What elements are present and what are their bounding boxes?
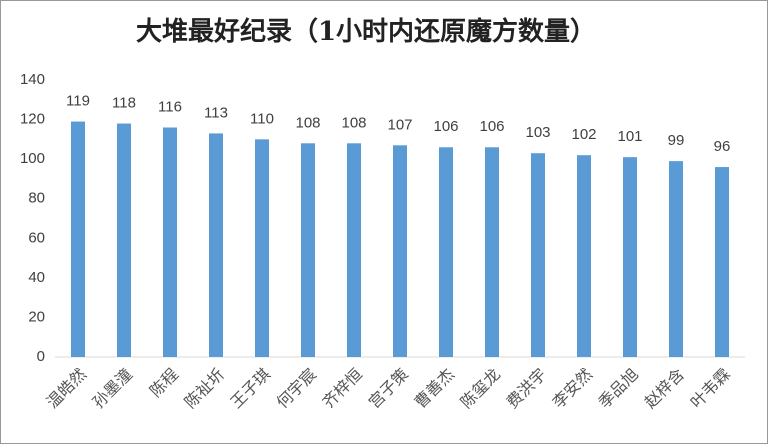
data-label: 110: [250, 110, 274, 127]
data-label: 108: [341, 114, 366, 131]
data-label: 108: [295, 114, 320, 131]
data-label: 99: [668, 132, 685, 149]
y-tick-label: 60: [28, 229, 45, 246]
y-tick-label: 20: [28, 308, 45, 325]
bar: [301, 143, 315, 357]
bar: [577, 155, 591, 357]
data-label: 101: [617, 128, 642, 145]
bar: [255, 139, 269, 357]
data-label: 113: [204, 104, 228, 121]
y-tick-label: 80: [28, 190, 45, 207]
y-tick-label: 0: [37, 348, 45, 365]
bar: [439, 147, 453, 357]
y-tick-label: 120: [20, 111, 45, 128]
data-label: 116: [158, 98, 182, 115]
bar: [163, 127, 177, 357]
y-tick-label: 100: [20, 150, 45, 167]
bar: [393, 145, 407, 357]
data-label: 106: [479, 118, 504, 135]
data-label: 102: [571, 126, 596, 143]
bar: [531, 153, 545, 357]
bar: [347, 143, 361, 357]
bar: [623, 157, 637, 357]
y-tick-label: 140: [20, 71, 45, 88]
y-tick-label: 40: [28, 269, 45, 286]
data-label: 119: [66, 93, 90, 110]
bar: [71, 121, 85, 357]
data-label: 107: [387, 116, 412, 133]
data-label: 103: [525, 124, 550, 141]
bar: [669, 161, 683, 357]
bar: [209, 133, 223, 357]
data-label: 118: [112, 94, 136, 111]
bar: [485, 147, 499, 357]
bar: [715, 167, 729, 357]
chart-title: 大堆最好纪录（1小时内还原魔方数量）: [136, 16, 596, 47]
data-label: 106: [433, 118, 458, 135]
bar: [117, 123, 131, 358]
data-label: 96: [714, 138, 731, 155]
